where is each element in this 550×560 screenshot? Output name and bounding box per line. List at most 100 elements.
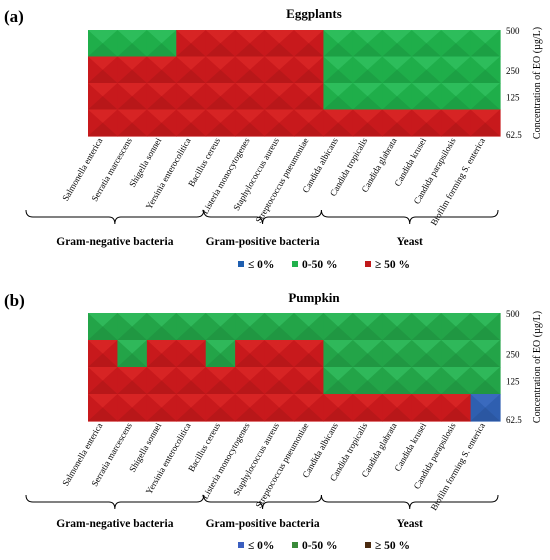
heatmap-cell [352, 340, 383, 368]
heatmap-cell-shade [205, 394, 236, 408]
heatmap-cell [352, 109, 383, 137]
heatmap-cell-shadow [294, 407, 324, 421]
heatmap-cell-shadow [146, 122, 177, 136]
heatmap-cell-shadow [294, 43, 324, 57]
heatmap-cell [117, 56, 148, 84]
heatmap-cell-shadow [470, 69, 500, 83]
heatmap-cell [382, 56, 413, 84]
heatmap-cell [382, 109, 413, 137]
heatmap-cell-shade [205, 340, 236, 354]
group-brace [203, 209, 322, 225]
heatmap-cell [411, 394, 442, 422]
heatmap-cell-shade [382, 30, 412, 44]
heatmap-cell [323, 394, 354, 422]
heatmap-cell-shade [88, 109, 118, 123]
heatmap-cell [205, 109, 236, 137]
heatmap-cell-shadow [382, 122, 412, 136]
heatmap-cell [235, 394, 266, 422]
heatmap-cell-shade [382, 109, 412, 123]
heatmap-cell-shadow [146, 69, 177, 83]
heatmap-cell-shade [411, 30, 442, 44]
heatmap-cell-shadow [176, 407, 206, 421]
heatmap-cell-shade [470, 394, 500, 408]
heatmap-cell-shade [235, 109, 265, 123]
panel-label: (b) [4, 291, 25, 310]
heatmap-cell-shadow [176, 69, 206, 83]
heatmap-cell-shade [176, 30, 206, 44]
heatmap-cell [146, 56, 177, 84]
heatmap-cell-shadow [411, 407, 442, 421]
heatmap-cell-shade [176, 394, 206, 408]
heatmap-cell [88, 30, 119, 58]
heatmap-cell-shadow [294, 380, 324, 394]
heatmap-cell [323, 340, 354, 368]
heatmap-cell-shadow [205, 122, 236, 136]
heatmap-cell-shadow [294, 69, 324, 83]
heatmap-cell-shade [88, 56, 118, 70]
heatmap-cell-shade [352, 56, 383, 70]
heatmap-cell [352, 56, 383, 84]
heatmap-cell-shade [323, 394, 353, 408]
heatmap-cell [294, 56, 325, 84]
heatmap-cell [88, 109, 119, 137]
heatmap-cell-shade [205, 83, 236, 97]
heatmap-cell-shade [146, 394, 177, 408]
heatmap-cell-shade [323, 367, 353, 381]
heatmap-cell-shadow [88, 326, 118, 340]
heatmap-cell-shadow [323, 69, 353, 83]
heatmap-cell-shade [294, 313, 324, 327]
heatmap-cell-shadow [382, 326, 412, 340]
heatmap-cell-shade [117, 394, 147, 408]
heatmap-cell-shade [88, 394, 118, 408]
heatmap-cell-shadow [323, 353, 353, 367]
heatmap-cell-shadow [470, 407, 500, 421]
heatmap-cell-shadow [146, 380, 177, 394]
heatmap-cell [176, 30, 207, 58]
heatmap-cell-shadow [264, 43, 294, 57]
heatmap-cell [88, 313, 119, 341]
y-tick-label: 500 [506, 309, 520, 319]
heatmap-cell-shade [117, 367, 147, 381]
heatmap-cell-shade [264, 56, 294, 70]
heatmap-cell [411, 30, 442, 58]
heatmap-cell [470, 56, 501, 84]
heatmap-cell-shadow [88, 407, 118, 421]
y-tick-label: 125 [506, 92, 520, 102]
heatmap-cell-shadow [470, 96, 500, 110]
heatmap-cell [411, 109, 442, 137]
heatmap-cell [146, 394, 177, 422]
heatmap-cell-shadow [88, 353, 118, 367]
heatmap-cell [294, 394, 325, 422]
heatmap-cell [352, 30, 383, 58]
heatmap-cell-shadow [411, 326, 442, 340]
heatmap-cell [323, 56, 354, 84]
heatmap-cell-shade [323, 56, 353, 70]
group-brace [203, 494, 322, 510]
heatmap-cell-shade [352, 367, 383, 381]
heatmap-cell [294, 30, 325, 58]
heatmap-cell-shade [411, 340, 442, 354]
heatmap-cell-shadow [382, 407, 412, 421]
heatmap-cell-shade [146, 83, 177, 97]
y-tick-label: 125 [506, 377, 520, 387]
heatmap-cell-shade [470, 109, 500, 123]
heatmap-cell [235, 83, 266, 111]
heatmap-cell-shadow [117, 96, 147, 110]
heatmap-cell-shade [441, 30, 471, 44]
heatmap-cell [205, 30, 236, 58]
heatmap-cell [117, 109, 148, 137]
heatmap-cell-shadow [117, 380, 147, 394]
heatmap-cell-shade [264, 109, 294, 123]
heatmap-cell-shadow [235, 353, 265, 367]
heatmap-cell-shadow [294, 96, 324, 110]
heatmap-cell-shade [117, 83, 147, 97]
heatmap-cell [88, 83, 119, 111]
heatmap-cell-shade [441, 313, 471, 327]
heatmap-cell-shade [146, 109, 177, 123]
heatmap-cell [470, 394, 501, 422]
legend-label: 0-50 % [302, 540, 337, 552]
heatmap-cell-shade [352, 30, 383, 44]
heatmap-cell-shade [294, 394, 324, 408]
y-axis-label: Concentration of EO (µg/L) [532, 27, 543, 139]
heatmap-cell-shade [117, 30, 147, 44]
